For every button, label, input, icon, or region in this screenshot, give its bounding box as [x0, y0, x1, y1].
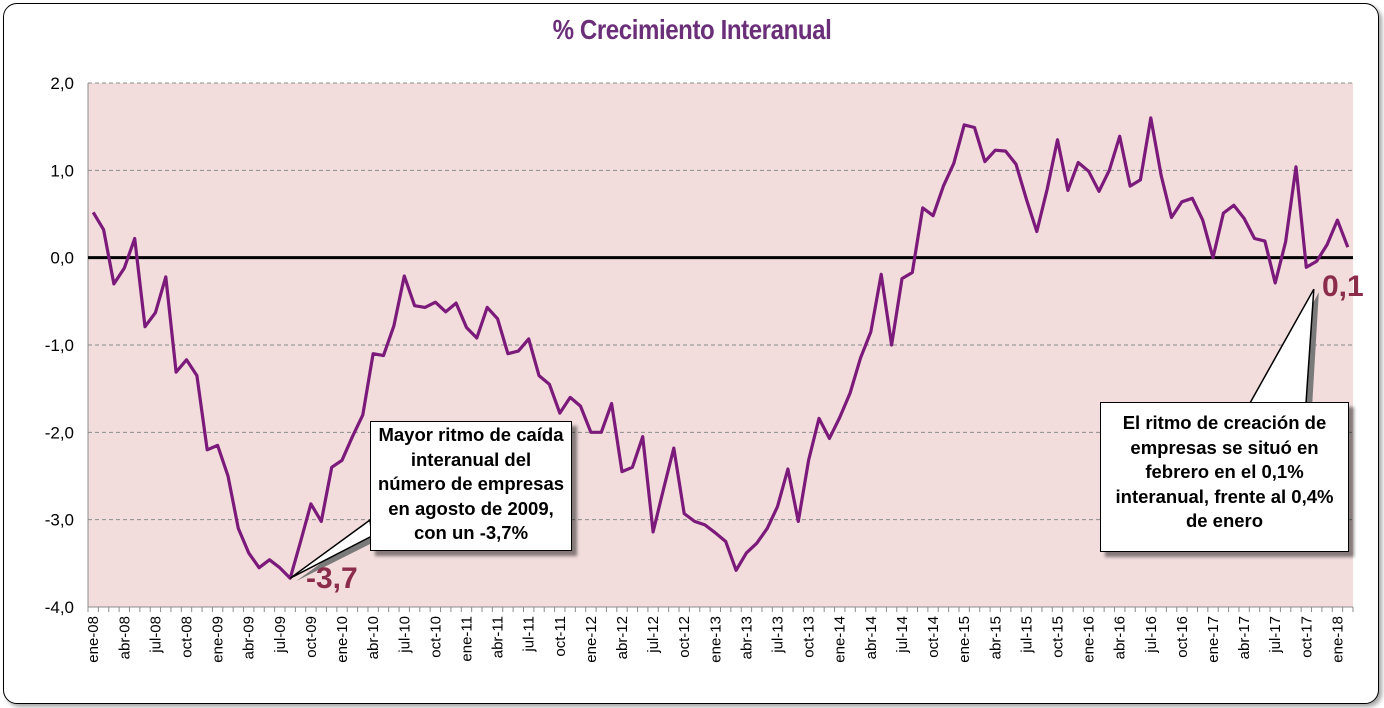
x-tick-label: abr-11 [490, 616, 507, 658]
callout-min-growth: Mayor ritmo de caída interanual del núme… [370, 421, 572, 551]
x-tick-label: jul-14 [894, 616, 911, 654]
x-tick-label: oct-14 [925, 616, 942, 658]
y-tick-label: 0,0 [50, 249, 74, 268]
x-tick-label: jul-17 [1267, 616, 1284, 654]
x-tick-label: ene-16 [1081, 616, 1098, 663]
x-tick-label: abr-12 [614, 616, 631, 659]
annotation-last-value: 0,1 [1322, 270, 1364, 303]
x-tick-label: abr-16 [1112, 616, 1129, 659]
x-tick-label: abr-10 [365, 616, 382, 659]
x-tick-label: ene-12 [583, 616, 600, 663]
y-tick-label: 2,0 [50, 74, 74, 93]
x-tick-label: oct-11 [552, 616, 569, 657]
x-tick-label: jul-16 [1143, 616, 1160, 654]
series-group [91, 116, 1350, 580]
x-tick-label: jul-15 [1018, 616, 1035, 654]
x-tick-label: abr-15 [987, 616, 1004, 659]
x-tick-label: ene-14 [832, 616, 849, 663]
x-tick-label: jul-12 [645, 616, 662, 654]
annotation-min-value: -3,7 [306, 562, 358, 595]
x-tick-label: abr-08 [116, 616, 133, 659]
y-tick-label: -2,0 [45, 423, 74, 442]
x-tick-label: jul-09 [272, 616, 289, 654]
x-tick-label: oct-10 [427, 616, 444, 658]
x-tick-label: oct-08 [179, 616, 196, 658]
x-tick-label: ene-08 [85, 616, 102, 663]
x-tick-label: jul-08 [147, 616, 164, 654]
x-tick-label: ene-13 [707, 616, 724, 663]
x-tick-label: abr-09 [241, 616, 258, 659]
x-tick-label: oct-17 [1298, 616, 1315, 658]
x-tick-label: abr-13 [738, 616, 755, 659]
x-tick-label: ene-09 [210, 616, 227, 663]
y-tick-label: -1,0 [45, 336, 74, 355]
x-axis: ene-08 abr-08 jul-08 oct-08 ene-09 abr-09 jul-… [85, 606, 1354, 663]
x-tick-label: oct-15 [1049, 616, 1066, 658]
y-tick-label: 1,0 [50, 161, 74, 180]
x-tick-label: oct-16 [1174, 616, 1191, 658]
y-tick-label: -4,0 [45, 598, 74, 617]
x-tick-label: oct-12 [676, 616, 693, 658]
x-tick-label: abr-17 [1236, 616, 1253, 659]
chart-title: % Crecimiento Interanual [552, 14, 832, 45]
y-tick-label: -3,0 [45, 511, 74, 530]
series-line [91, 116, 1350, 580]
x-tick-label: abr-14 [863, 616, 880, 659]
x-tick-label: oct-13 [801, 616, 818, 658]
y-axis: 2,0 1,0 0,0 -1,0 -2,0 -3,0 -4,0 [45, 74, 89, 617]
x-tick-label: ene-11 [458, 616, 475, 662]
x-tick-label: jul-10 [396, 616, 413, 654]
x-tick-label: jul-11 [521, 616, 538, 653]
x-tick-label: ene-15 [956, 616, 973, 663]
x-tick-label: oct-09 [303, 616, 320, 658]
x-tick-label: ene-18 [1329, 616, 1346, 663]
x-tick-label: ene-10 [334, 616, 351, 663]
callout-pointers [289, 288, 1319, 582]
x-tick-label: ene-17 [1205, 616, 1222, 663]
callout-latest-growth: El ritmo de creación de empresas se situ… [1100, 402, 1349, 552]
x-tick-label: jul-13 [770, 616, 787, 654]
